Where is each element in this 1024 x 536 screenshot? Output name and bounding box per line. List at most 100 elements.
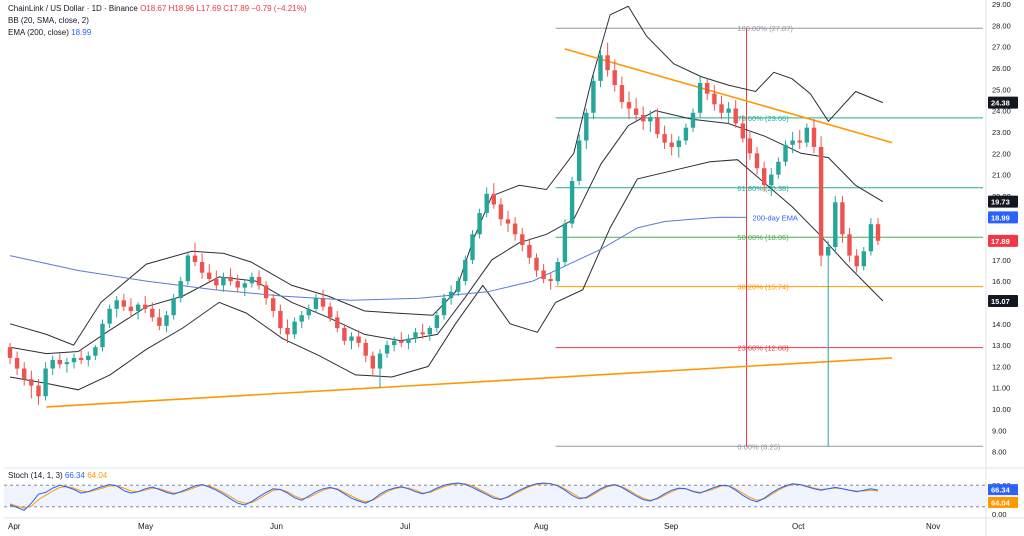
symbol-line: ChainLink / US Dollar · 1D · Binance [8,4,138,13]
candle-body [826,247,831,256]
candle-body [726,108,731,113]
candle-body [626,102,632,109]
x-axis-label: Apr [8,522,21,531]
candle-body [328,306,333,318]
y-tick-label: 17.00 [992,256,1011,265]
candle-body [776,161,781,175]
candle-body [541,270,546,279]
candle-body [370,355,375,369]
y-tick-label: 12.00 [992,362,1011,371]
candle-body [641,114,646,122]
ema-legend-value: 18.99 [71,28,92,37]
candle-body [584,112,589,141]
x-axis-label: Oct [792,522,805,531]
y-tick-label: 8.00 [992,448,1007,457]
candle-body [392,340,397,346]
candle-body [228,276,233,282]
candle-body [854,255,859,267]
price-tag-label: 15.07 [991,297,1010,306]
y-tick-label: 29.00 [992,0,1011,9]
trend-line-lower [46,357,893,408]
candle-body [648,117,653,122]
candle-body [335,317,340,329]
candle-body [783,144,788,162]
y-tick-label: 13.00 [992,341,1011,350]
candle-body [548,279,553,282]
ohlc-low: L17.69 [196,4,222,13]
candle-body [86,355,91,360]
candle-body [463,259,468,282]
y-tick-label: 16.00 [992,277,1011,286]
price-tag-label: 17.89 [991,237,1010,246]
candle-body [434,315,440,328]
y-tick-label: 27.00 [992,43,1011,52]
candle-body [733,108,738,124]
candle-body [427,328,432,335]
ohlc-high: H18.96 [168,4,195,13]
candle-body [754,153,760,169]
stoch-legend-label: Stoch (14, 1, 3) [8,471,63,480]
x-axis-label: Nov [926,522,940,531]
candle-body [14,357,20,369]
bb-middle-band [9,110,884,355]
price-tag-label: 18.99 [991,213,1010,222]
candle-body [512,223,518,235]
candle-body [875,224,881,241]
candle-body [306,308,311,316]
ema-legend-label: EMA (200, close) [8,28,69,37]
candle-body [605,55,610,71]
y-tick-label: 24.00 [992,107,1011,116]
candle-body [740,123,745,139]
candle-body [299,315,304,322]
x-axis-label: Jun [270,522,283,531]
candle-body [804,127,809,143]
stoch-k-line [9,482,879,511]
candle-body [491,193,496,205]
candle-body [441,298,447,316]
candle-body [71,357,77,363]
ohlc-close: C17.89 [223,4,250,13]
candle-body [100,323,105,348]
candle-body [50,360,55,369]
x-axis-label: Sep [664,522,679,531]
x-axis-label: Jul [400,522,410,531]
candle-body [406,338,411,343]
price-tag-label: 24.38 [991,99,1010,108]
bb-legend-label: BB (20, SMA, close, 2) [8,16,89,25]
candle-body [93,347,98,356]
trend-line-upper [564,48,893,144]
candle-body [278,311,283,328]
candle-body [399,340,404,343]
candle-body [292,321,297,335]
candle-body [242,283,247,288]
candle-body [840,202,845,235]
candle-body [697,83,703,113]
candle-body [797,140,802,143]
stoch-d-tag [988,496,1018,508]
candle-body [769,174,774,186]
x-axis-label: May [138,522,153,531]
candle-body [762,168,767,186]
ema-200-line [9,216,747,301]
candle-body [534,257,539,271]
fib-level-label: 100.00% (27.87) [737,24,793,33]
y-tick-label: 22.00 [992,149,1011,158]
candle-body [78,357,84,360]
candle-body [456,281,461,292]
candle-body [633,108,639,115]
candle-body [683,127,689,141]
candle-body [562,223,568,262]
candle-body [377,353,383,369]
candle-body [164,315,169,326]
price-tag-label: 19.73 [991,198,1010,207]
candle-body [690,112,696,128]
candle-body [185,255,191,282]
stoch-legend: Stoch (14, 1, 3) 66.34 64.04 [8,471,107,480]
candle-body [520,234,525,245]
candle-body [207,272,212,279]
candle-body [263,285,269,299]
fib-level-label: 61.80% (20.38) [737,184,789,193]
candle-body [150,308,155,318]
candle-body [320,298,326,307]
